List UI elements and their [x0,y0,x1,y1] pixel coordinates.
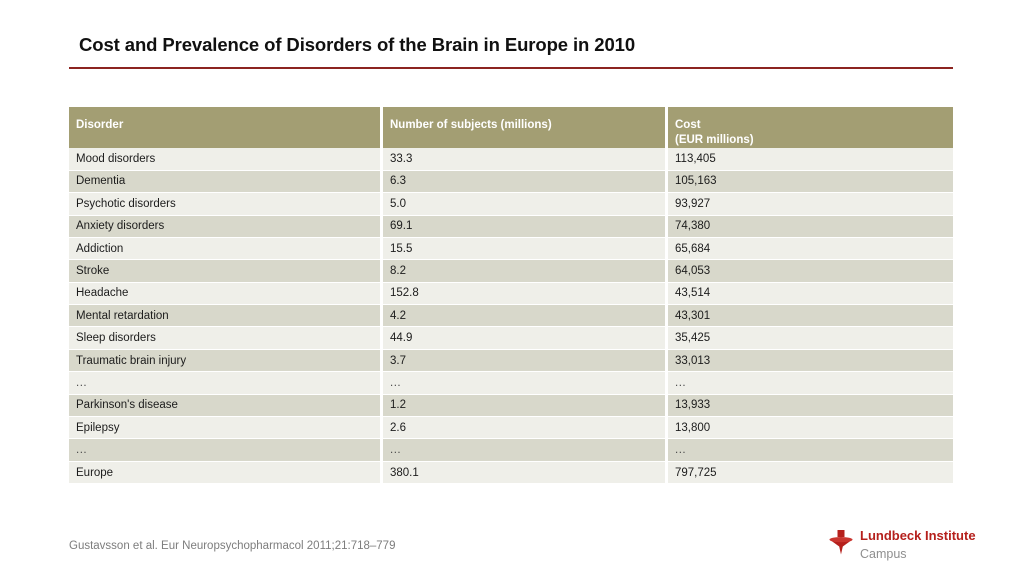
table-cell-disorder: Psychotic disorders [69,193,383,216]
table-cell-cost: 13,800 [668,417,953,440]
table-cell-subjects: 152.8 [383,282,668,306]
table-cell-disorder: Dementia [69,170,383,194]
table-cell-subjects: 44.9 [383,327,668,350]
table-cell-subjects: 2.6 [383,417,668,440]
table-cell-subjects: 8.2 [383,260,668,283]
table-header: Disorder Number of subjects (millions) C… [69,107,953,149]
table-cell-cost: ... [668,372,953,395]
table-cell-cost: 113,405 [668,148,953,171]
table-cell-disorder: Stroke [69,260,383,283]
table-row: Anxiety disorders 69.1 74,380 [69,215,953,238]
table-cell-cost: 35,425 [668,327,953,350]
table-row: Psychotic disorders 5.0 93,927 [69,193,953,216]
table-cell-cost: 43,514 [668,282,953,306]
table-cell-cost: 65,684 [668,237,953,261]
table-row: Mood disorders 33.3 113,405 [69,148,953,171]
table-row: Europe 380.1 797,725 [69,461,953,485]
page-title: Cost and Prevalence of Disorders of the … [79,34,636,55]
table-cell-cost: 43,301 [668,305,953,328]
table-row: Epilepsy 2.6 13,800 [69,417,953,440]
table-cell-subjects: ... [383,372,668,395]
table-cell-disorder: Epilepsy [69,417,383,440]
table-cell-subjects: 69.1 [383,215,668,238]
table-cell-subjects: 33.3 [383,148,668,171]
table-cell-subjects: 5.0 [383,193,668,216]
table-cell-cost: 13,933 [668,394,953,418]
table-cell-cost: 64,053 [668,260,953,283]
table-cell-disorder: Parkinson's disease [69,394,383,418]
table-row: Headache 152.8 43,514 [69,282,953,306]
logo-text-block: Lundbeck Institute Campus [860,527,976,563]
table-cell-subjects: 6.3 [383,170,668,194]
lundbeck-institute-logo: Lundbeck Institute Campus [826,525,976,561]
table-cell-cost: 797,725 [668,461,953,485]
table-cell-cost: 105,163 [668,170,953,194]
table-cell-disorder: Addiction [69,237,383,261]
column-header-subjects: Number of subjects (millions) [383,107,668,149]
logo-name: Lundbeck Institute [860,528,976,543]
table-row: Stroke 8.2 64,053 [69,260,953,283]
table-cell-disorder: Anxiety disorders [69,215,383,238]
table-cell-disorder: Mental retardation [69,305,383,328]
table-cell-subjects: 1.2 [383,394,668,418]
table-cell-subjects: 3.7 [383,349,668,373]
column-header-cost: Cost (EUR millions) [668,107,953,149]
footer-citation: Gustavsson et al. Eur Neuropsychopharmac… [69,540,396,552]
title-divider-rule [69,67,953,69]
table-cell-disorder: Sleep disorders [69,327,383,350]
table-cell-disorder: ... [69,372,383,395]
table-cell-disorder: ... [69,439,383,462]
column-header-cost-line2: (EUR millions) [675,134,754,147]
table-cell-disorder: Traumatic brain injury [69,349,383,373]
table-cell-cost: 93,927 [668,193,953,216]
column-header-cost-line1: Cost [675,119,701,131]
table-row: Traumatic brain injury 3.7 33,013 [69,349,953,373]
table-cell-disorder: Mood disorders [69,148,383,171]
table-cell-subjects: 4.2 [383,305,668,328]
table-cell-cost: 33,013 [668,349,953,373]
table-row: Parkinson's disease 1.2 13,933 [69,394,953,418]
table-cell-disorder: Headache [69,282,383,306]
table-body: Mood disorders 33.3 113,405 Dementia 6.3 105,… [69,148,953,485]
table-row: Sleep disorders 44.9 35,425 [69,327,953,350]
table-row: Addiction 15.5 65,684 [69,237,953,261]
table-cell-cost: ... [668,439,953,462]
table-cell-disorder: Europe [69,461,383,485]
disorders-cost-table: Disorder Number of subjects (millions) C… [69,107,953,485]
table-cell-subjects: 380.1 [383,461,668,485]
table-row: ......... [69,439,953,462]
lundbeck-funnel-mark-icon [826,527,856,557]
table-row: Mental retardation 4.2 43,301 [69,305,953,328]
column-header-disorder: Disorder [69,107,383,149]
table-row: ......... [69,372,953,395]
table-header-row: Disorder Number of subjects (millions) C… [69,107,953,149]
logo-subtitle: Campus [860,547,907,561]
table-row: Dementia 6.3 105,163 [69,170,953,194]
table-cell-cost: 74,380 [668,215,953,238]
table-cell-subjects: 15.5 [383,237,668,261]
table-cell-subjects: ... [383,439,668,462]
